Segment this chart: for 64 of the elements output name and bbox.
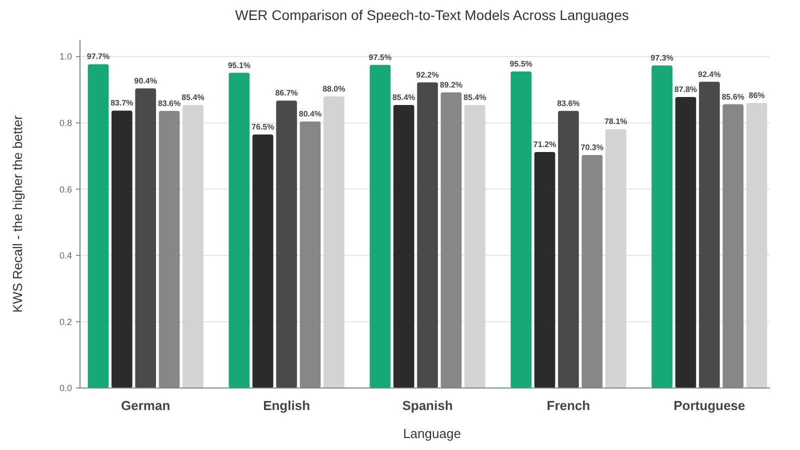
data-label: 76.5% [252,122,274,132]
bar [534,152,556,388]
bar [605,129,626,388]
bar [158,110,180,388]
bar [698,82,720,388]
data-label: 85.4% [464,92,486,102]
data-label: 92.4% [698,70,721,79]
bar [135,88,156,388]
bar [652,66,672,388]
bar [300,122,321,388]
x-tick-label: German [121,398,170,413]
data-label: 71.2% [533,140,556,150]
y-tick-label: 0.8 [59,118,72,128]
bar [464,104,486,388]
data-label: 83.6% [557,98,580,108]
x-tick-label: Portuguese [674,398,746,413]
data-label: 80.4% [298,110,322,119]
bar [324,96,344,388]
bar [746,102,768,388]
bar [558,110,579,388]
bar [582,155,603,388]
data-label: 85.4% [392,92,416,102]
data-label: 86.7% [275,88,298,98]
data-label: 85.4% [182,92,204,102]
data-label: 90.4% [134,76,157,86]
bar [370,64,391,388]
bar [722,104,744,388]
bar [112,110,132,388]
data-label: 78.1% [604,117,628,126]
y-tick-label: 1.0 [59,52,72,62]
bar [417,82,438,388]
bar [675,97,696,388]
data-label: 83.6% [158,98,181,108]
data-label: 92.2% [416,70,439,80]
data-label: 87.8% [674,85,698,94]
y-tick-label: 0.6 [59,184,72,194]
bar [182,104,204,388]
bar [393,104,414,388]
data-label: 70.3% [580,143,604,152]
data-label: 88.0% [322,84,346,94]
bar [88,64,109,388]
x-tick-label: Spanish [402,398,453,413]
y-tick-label: 0.2 [59,316,72,327]
bar [510,71,532,388]
bar [228,72,250,388]
data-label: 97.5% [368,52,392,62]
x-axis-title: Language [403,426,461,441]
bar [440,92,462,388]
y-axis-title: KWS Recall - the higher the better [10,114,25,313]
data-label: 97.3% [650,54,674,63]
data-label: 89.2% [440,80,463,90]
x-tick-label: French [546,398,590,413]
x-tick-label: English [263,398,310,413]
y-tick-label: 0.4 [59,250,72,261]
bar [252,134,274,388]
bar [276,100,297,388]
data-label: 97.7% [86,52,110,62]
chart-title: WER Comparison of Speech-to-Text Models Across Languages [235,7,629,23]
data-label: 95.5% [510,59,532,68]
data-label: 85.6% [722,92,744,102]
data-label: 86% [748,90,765,100]
data-label: 83.7% [110,98,134,108]
y-tick-label: 0.0 [59,383,72,394]
data-label: 95.1% [228,60,251,70]
